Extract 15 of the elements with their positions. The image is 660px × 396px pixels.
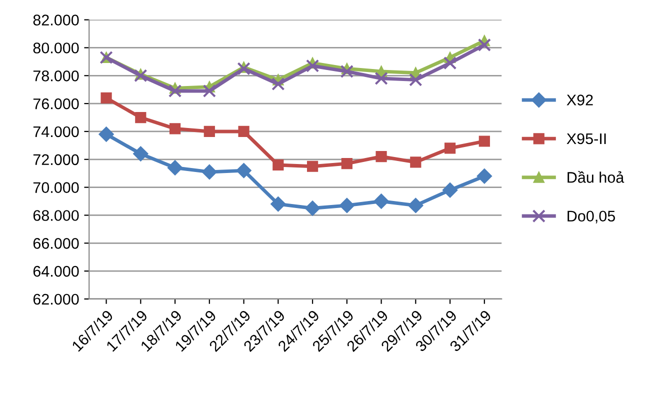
legend-label: Do0,05 [568,210,615,224]
legend-label: X95-II [566,133,606,144]
y-tick-label: 70.000 [33,182,79,193]
y-tick-label: 68.000 [33,210,79,221]
y-tick-label: 80.000 [33,42,79,54]
y-tick-label: 62.000 [33,294,79,305]
y-tick-label: 78.000 [33,70,79,82]
y-tick-label: 64.000 [33,266,79,277]
y-tick-label: 74.000 [33,126,79,138]
y-tick-label: 66.000 [33,238,79,249]
legend-label: X92 [566,94,593,106]
y-tick-label: 82.000 [33,14,79,26]
legend-label: Dầu hoả [568,170,624,183]
y-tick-label: 72.000 [33,154,79,166]
y-tick-label: 76.000 [33,98,79,110]
